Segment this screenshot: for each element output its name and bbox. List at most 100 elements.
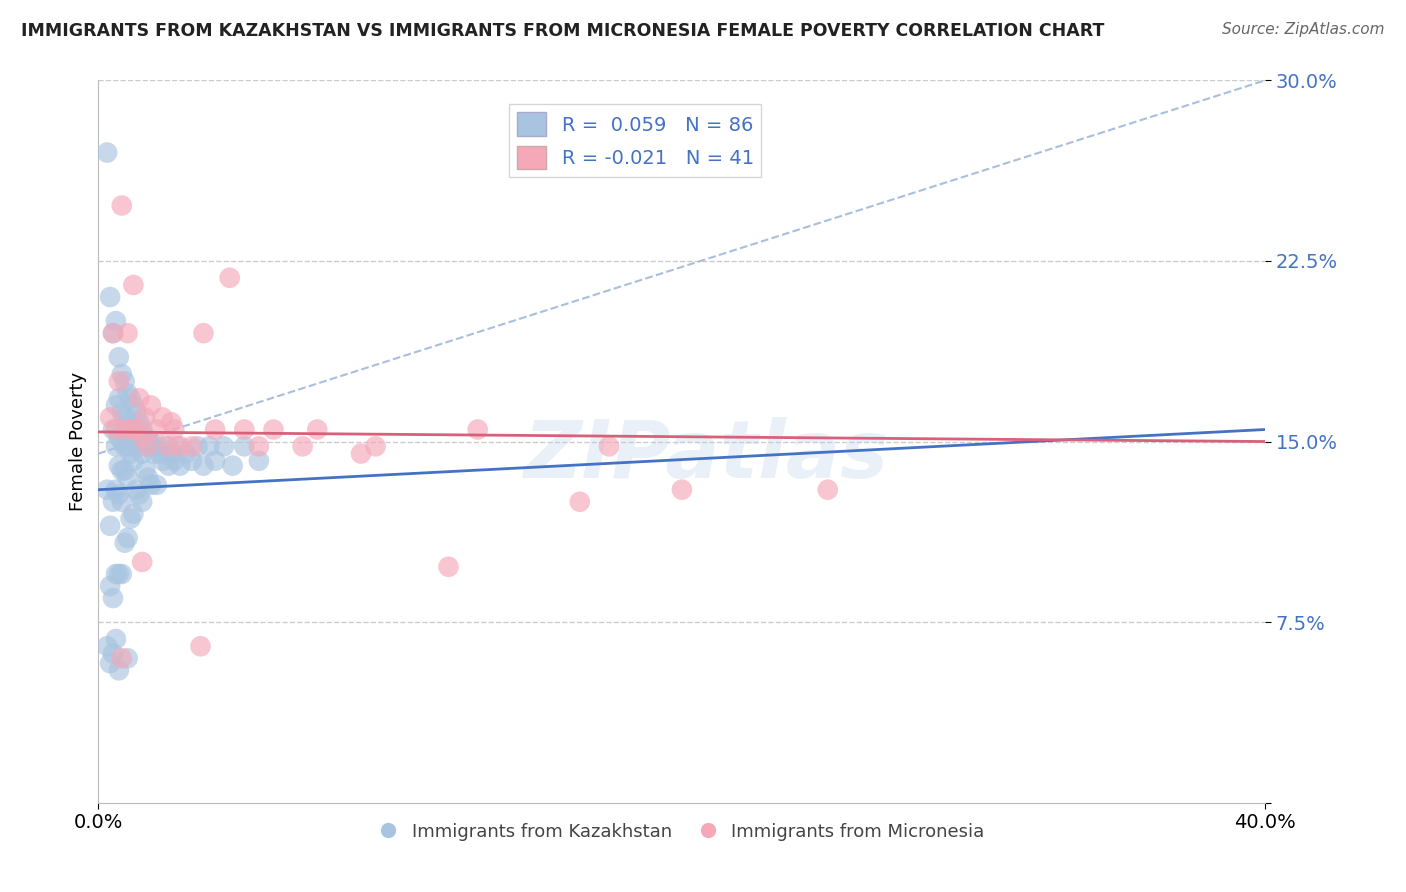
Point — [122, 454, 145, 468]
Point — [111, 434, 134, 449]
Point — [598, 439, 620, 453]
Point — [125, 422, 148, 436]
Point — [204, 454, 226, 468]
Point — [98, 518, 121, 533]
Point — [221, 458, 243, 473]
Point — [131, 422, 153, 436]
Point — [108, 487, 131, 501]
Point — [117, 439, 139, 453]
Point — [125, 483, 148, 497]
Point — [108, 374, 131, 388]
Point — [101, 494, 124, 508]
Point — [108, 664, 131, 678]
Text: Source: ZipAtlas.com: Source: ZipAtlas.com — [1222, 22, 1385, 37]
Point — [108, 350, 131, 364]
Point — [163, 422, 186, 436]
Point — [204, 422, 226, 436]
Point — [101, 647, 124, 661]
Point — [291, 439, 314, 453]
Point — [111, 367, 134, 381]
Point — [111, 651, 134, 665]
Point — [134, 410, 156, 425]
Point — [114, 410, 136, 425]
Point — [233, 422, 256, 436]
Point — [114, 439, 136, 453]
Point — [120, 422, 142, 436]
Point — [247, 439, 270, 453]
Point — [169, 439, 191, 453]
Point — [149, 446, 172, 460]
Point — [96, 483, 118, 497]
Point — [111, 406, 134, 420]
Point — [120, 511, 142, 525]
Point — [128, 487, 150, 501]
Point — [146, 439, 169, 453]
Point — [117, 531, 139, 545]
Point — [467, 422, 489, 436]
Point — [169, 458, 191, 473]
Point — [122, 430, 145, 444]
Point — [125, 434, 148, 449]
Point — [190, 639, 212, 653]
Point — [104, 439, 127, 453]
Point — [98, 290, 121, 304]
Point — [104, 632, 127, 646]
Point — [111, 494, 134, 508]
Point — [101, 422, 124, 436]
Point — [157, 458, 180, 473]
Point — [101, 591, 124, 605]
Point — [117, 386, 139, 401]
Point — [160, 446, 183, 460]
Point — [128, 415, 150, 429]
Point — [364, 439, 387, 453]
Point — [120, 446, 142, 460]
Point — [146, 478, 169, 492]
Point — [134, 463, 156, 477]
Point — [136, 434, 159, 449]
Point — [139, 439, 162, 453]
Point — [96, 145, 118, 160]
Point — [117, 415, 139, 429]
Point — [125, 406, 148, 420]
Point — [128, 439, 150, 453]
Point — [142, 446, 165, 460]
Point — [108, 458, 131, 473]
Point — [350, 446, 373, 460]
Point — [131, 430, 153, 444]
Point — [98, 579, 121, 593]
Point — [139, 398, 162, 412]
Point — [262, 422, 284, 436]
Point — [108, 567, 131, 582]
Point — [104, 483, 127, 497]
Point — [128, 391, 150, 405]
Point — [212, 439, 235, 453]
Point — [136, 470, 159, 484]
Point — [117, 651, 139, 665]
Point — [111, 463, 134, 477]
Point — [108, 430, 131, 444]
Point — [117, 326, 139, 340]
Point — [114, 535, 136, 549]
Point — [108, 391, 131, 405]
Point — [104, 314, 127, 328]
Point — [180, 439, 202, 453]
Point — [233, 439, 256, 453]
Point — [160, 415, 183, 429]
Point — [114, 422, 136, 436]
Point — [180, 454, 202, 468]
Point — [157, 439, 180, 453]
Point — [218, 270, 240, 285]
Point — [120, 391, 142, 405]
Text: IMMIGRANTS FROM KAZAKHSTAN VS IMMIGRANTS FROM MICRONESIA FEMALE POVERTY CORRELAT: IMMIGRANTS FROM KAZAKHSTAN VS IMMIGRANTS… — [21, 22, 1105, 40]
Point — [117, 470, 139, 484]
Point — [104, 567, 127, 582]
Point — [187, 439, 209, 453]
Point — [96, 639, 118, 653]
Point — [193, 326, 215, 340]
Y-axis label: Female Poverty: Female Poverty — [69, 372, 87, 511]
Legend: Immigrants from Kazakhstan, Immigrants from Micronesia: Immigrants from Kazakhstan, Immigrants f… — [373, 815, 991, 848]
Point — [163, 454, 186, 468]
Point — [114, 374, 136, 388]
Point — [131, 555, 153, 569]
Point — [98, 410, 121, 425]
